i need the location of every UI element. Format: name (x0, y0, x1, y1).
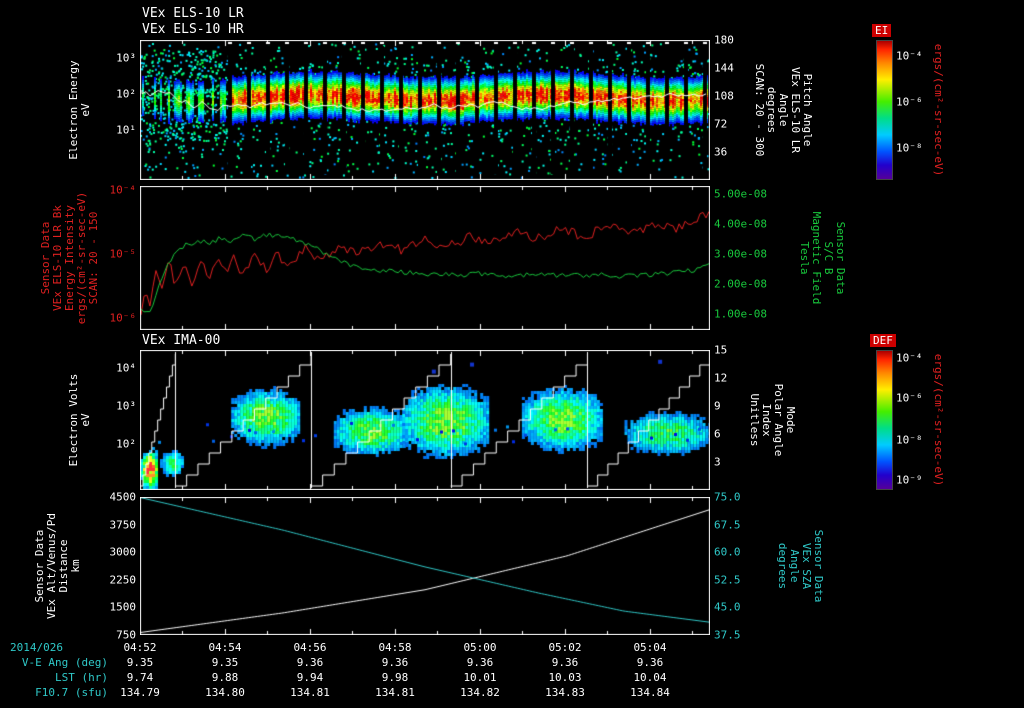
panel3-right-tick-label: 15 (714, 343, 728, 357)
axis-label-magnetic-field: Sensor Data S/C B Magnetic Field Tesla (798, 211, 847, 305)
panel4-right-tick-label: 45.0 (714, 600, 741, 614)
footer-value: 9.36 (381, 656, 409, 669)
panel2-left-tick-label: 10⁻⁴ (109, 183, 137, 197)
time-tick-label: 04:58 (378, 641, 412, 654)
footer-value: 9.35 (211, 656, 239, 669)
panel1-right-tick-label: 36 (714, 145, 728, 159)
intensity-bfield-canvas (140, 186, 710, 330)
panel4-left-tick-label: 750 (116, 628, 136, 642)
footer-value: 9.36 (296, 656, 324, 669)
footer-value: 134.82 (460, 686, 500, 699)
time-tick-label: 04:54 (208, 641, 242, 654)
footer-value: 10.01 (463, 671, 497, 684)
footer-value: 134.84 (630, 686, 670, 699)
colorbar2-tick-label: 10⁻⁴ (896, 351, 923, 365)
footer-value: 9.98 (381, 671, 409, 684)
colorbar1-tick-label: 10⁻⁶ (896, 95, 923, 109)
panel3-right-tick-label: 9 (714, 399, 721, 413)
footer-value: 10.04 (633, 671, 667, 684)
time-tick-label: 04:52 (123, 641, 157, 654)
els-colorbar-gradient (876, 40, 893, 180)
axis-label-sza: Sensor Data VEx SZA Angle degrees (776, 529, 825, 603)
panel4-left-tick-label: 1500 (109, 600, 137, 614)
plot-title-els-hr: VEx ELS-10 HR (142, 22, 244, 37)
panel4-left-tick-label: 2250 (109, 573, 137, 587)
panel2-right-tick-label: 3.00e-08 (714, 247, 767, 261)
footer-value: 9.36 (636, 656, 664, 669)
panel3-left-tick-label: 10² (116, 437, 136, 451)
footer-value: 134.81 (290, 686, 330, 699)
panel4-left-tick-label: 3750 (109, 518, 137, 532)
panel1-right-tick-label: 72 (714, 117, 728, 131)
axis-label-mode-polar-angle: Mode Polar Angle Index Unitless (748, 383, 797, 457)
colorbar1-tick-label: 10⁻⁸ (896, 141, 923, 155)
panel1-left-tick-label: 10² (116, 87, 136, 101)
footer-row-label: V-E Ang (deg) (21, 656, 108, 669)
panel4-right-tick-label: 37.5 (714, 628, 741, 642)
panel3-right-tick-label: 12 (714, 371, 728, 385)
panel1-right-tick-label: 144 (714, 61, 734, 75)
panel4-left-tick-label: 4500 (109, 490, 137, 504)
footer-value: 9.36 (551, 656, 579, 669)
panel4-right-tick-label: 67.5 (714, 518, 741, 532)
footer-value: 134.83 (545, 686, 585, 699)
footer-value: 9.36 (466, 656, 494, 669)
panel1-left-tick-label: 10¹ (116, 123, 136, 137)
panel1-left-tick-label: 10³ (116, 51, 136, 65)
axis-label-electron-volts: Electron Volts eV (67, 373, 92, 467)
els-spectrogram-canvas (140, 40, 710, 180)
footer-row-label: F10.7 (sfu) (35, 686, 108, 699)
axis-label-pitch-angle: Pitch Angle VEx ELS-10 LR Angle degrees … (753, 63, 814, 157)
panel3-right-tick-label: 6 (714, 427, 721, 441)
panel3-left-tick-label: 10⁴ (116, 361, 136, 375)
footer-value: 9.94 (296, 671, 324, 684)
panel1-right-tick-label: 180 (714, 33, 734, 47)
panel2-right-tick-label: 2.00e-08 (714, 277, 767, 291)
ima-spectrogram-canvas (140, 350, 710, 490)
plot-title-els-lr: VEx ELS-10 LR (142, 6, 244, 21)
colorbar2-tick-label: 10⁻⁶ (896, 391, 923, 405)
time-tick-label: 05:02 (548, 641, 582, 654)
footer-value: 10.03 (548, 671, 582, 684)
panel2-right-tick-label: 5.00e-08 (714, 187, 767, 201)
panel3-left-tick-label: 10³ (116, 399, 136, 413)
panel3-right-tick-label: 3 (714, 455, 721, 469)
panel2-left-tick-label: 10⁻⁶ (109, 311, 137, 325)
panel4-right-tick-label: 52.5 (714, 573, 741, 587)
plot-title-ima: VEx IMA-00 (142, 333, 221, 348)
panel1-right-tick-label: 108 (714, 89, 734, 103)
axis-label-electron-energy: Electron Energy eV (67, 60, 92, 160)
colorbar2-tick-label: 10⁻⁹ (896, 473, 923, 487)
panel4-right-tick-label: 60.0 (714, 545, 741, 559)
altitude-sza-canvas (140, 497, 710, 635)
colorbar1-tick-label: 10⁻⁴ (896, 49, 923, 63)
footer-row-label: LST (hr) (55, 671, 108, 684)
footer-value: 134.79 (120, 686, 160, 699)
footer-value: 9.35 (126, 656, 154, 669)
footer-value: 9.88 (211, 671, 239, 684)
colorbar2-tick-label: 10⁻⁸ (896, 433, 923, 447)
panel2-right-tick-label: 1.00e-08 (714, 307, 767, 321)
panel4-right-tick-label: 75.0 (714, 490, 741, 504)
footer-value: 134.81 (375, 686, 415, 699)
els-colorbar-tag: EI (872, 24, 892, 37)
date-label: 2014/026 (10, 641, 63, 654)
ima-colorbar-gradient (876, 350, 893, 490)
footer-value: 134.80 (205, 686, 245, 699)
time-tick-label: 05:00 (463, 641, 497, 654)
panel4-left-tick-label: 3000 (109, 545, 137, 559)
time-tick-label: 05:04 (633, 641, 667, 654)
ima-colorbar-tag: DEF (870, 334, 896, 347)
panel2-right-tick-label: 4.00e-08 (714, 217, 767, 231)
time-tick-label: 04:56 (293, 641, 327, 654)
ima-colorbar-unit-label: ergs/(cm²-sr-sec-eV) (932, 353, 945, 487)
els-colorbar-unit-label: ergs/(cm²-sr-sec-eV) (932, 43, 945, 177)
panel2-left-tick-label: 10⁻⁵ (109, 247, 137, 261)
footer-value: 9.74 (126, 671, 154, 684)
